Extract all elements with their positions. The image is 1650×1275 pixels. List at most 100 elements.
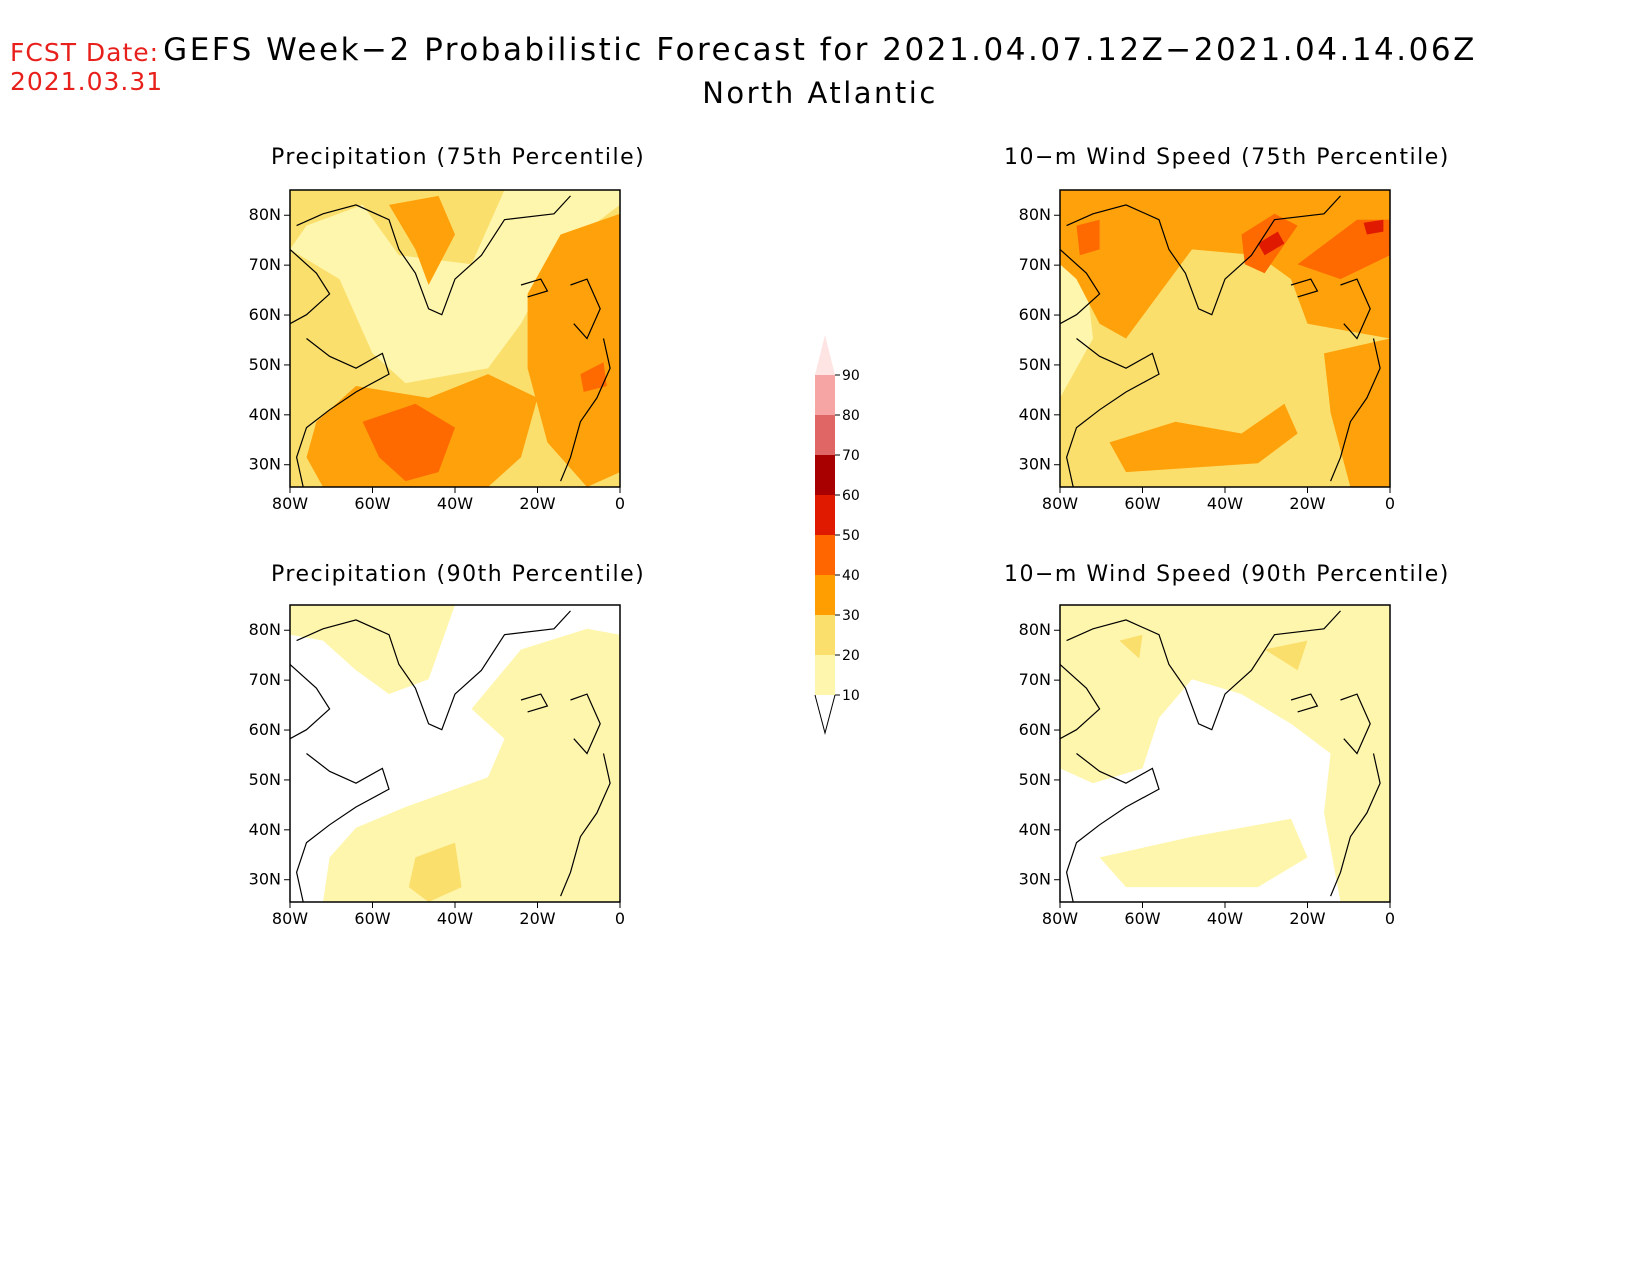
panel-title-precip-90: Precipitation (90th Percentile) [271,562,646,587]
coastline [520,278,549,298]
colorbar-top-arrow [815,335,835,375]
colorbar-label: 70 [842,448,860,464]
fcst-label-text: FCST Date: [10,38,160,67]
coastline [296,195,571,316]
forecast-date-label: FCST Date: 2021.03.31 [10,38,163,96]
colorbar-svg: 90 80 70 60 50 40 30 20 10 [814,335,860,735]
lat-label: 40N [249,405,281,424]
map-svg: 80N 70N 60N 50N 40N 30N 80W 60W 40W 20W 0 [1019,189,1395,513]
coastline [290,248,331,325]
coastline [1066,610,1341,731]
colorbar-segment [815,655,835,695]
lat-label: 80N [249,205,281,224]
colorbar-label: 40 [842,568,860,584]
lat-label: 60N [1019,305,1051,324]
lon-label: 60W [354,909,390,928]
probability-region [1258,231,1285,256]
lon-label: 20W [519,909,555,928]
lon-label: 0 [1385,494,1395,513]
colorbar-label: 20 [842,648,860,664]
map-fields [290,190,620,487]
coastline [1060,663,1101,740]
lat-label: 50N [1019,355,1051,374]
probability-region [1119,634,1143,659]
map-fields [1060,190,1390,487]
probability-region [290,605,455,695]
lat-label: 40N [249,820,281,839]
lon-label: 60W [1124,494,1160,513]
map-fields [1060,605,1390,902]
colorbar-label: 10 [842,688,860,704]
lat-label: 40N [1019,405,1051,424]
probability-region [580,362,607,392]
lon-label: 80W [272,909,308,928]
coastline [1065,338,1160,487]
probability-region [1076,219,1100,256]
colorbar-segment [815,495,835,535]
probability-region [1060,190,1390,339]
coastline [570,278,601,340]
lat-label: 30N [1019,870,1051,889]
lat-label: 80N [1019,205,1051,224]
coastline [1340,278,1371,340]
map-svg: 80N 70N 60N 50N 40N 30N 80W 60W 40W 20W 0 [249,604,625,928]
coastline [1060,248,1101,325]
colorbar-label: 60 [842,488,860,504]
lat-label: 60N [249,305,281,324]
probability-region [1060,605,1390,902]
lat-label: 70N [1019,670,1051,689]
coastline [290,663,331,740]
probability-region [408,842,462,902]
lat-label: 60N [1019,720,1051,739]
lon-label: 0 [615,909,625,928]
lat-label: 30N [249,870,281,889]
lon-label: 20W [1289,909,1325,928]
probability-region [1363,219,1384,235]
coastline [1065,753,1160,902]
probability-region [323,628,620,902]
lon-label: 0 [1385,909,1395,928]
coastline [1290,693,1319,713]
lon-label: 40W [1207,909,1243,928]
lat-label: 60N [249,720,281,739]
lat-label: 30N [1019,455,1051,474]
lon-label: 40W [1207,494,1243,513]
lat-label: 80N [249,620,281,639]
lon-label: 40W [437,909,473,928]
coastline [560,338,611,482]
lon-label: 20W [1289,494,1325,513]
coastline [1330,338,1381,482]
coastline [560,753,611,897]
probability-region [1109,403,1298,473]
probability-region [1264,640,1308,671]
main-title: GEFS Week−2 Probabilistic Forecast for 2… [163,32,1477,68]
coastline [520,693,549,713]
probability-region [1099,818,1308,888]
map-fields [290,605,620,902]
region-subtitle: North Atlantic [702,76,938,110]
color-legend: 90 80 70 60 50 40 30 20 10 [800,335,860,749]
colorbar-segment [815,375,835,415]
map-panel-precip-90: 80N 70N 60N 50N 40N 30N 80W 60W 40W 20W 0 [245,604,640,932]
lat-label: 80N [1019,620,1051,639]
lon-label: 20W [519,494,555,513]
colorbar-segment [815,455,835,495]
coastline [1066,195,1341,316]
coastline [295,338,390,487]
map-panel-wind-75: 80N 70N 60N 50N 40N 30N 80W 60W 40W 20W 0 [1015,189,1410,517]
lat-label: 50N [249,770,281,789]
colorbar-label: 50 [842,528,860,544]
lat-label: 30N [249,455,281,474]
colorbar-label: 80 [842,408,860,424]
panel-title-wind-90: 10−m Wind Speed (90th Percentile) [1004,562,1450,587]
lon-label: 80W [1042,494,1078,513]
colorbar-segment [815,575,835,615]
coastline [1290,278,1319,298]
panel-title-precip-75: Precipitation (75th Percentile) [271,145,646,170]
coastline [570,693,601,755]
map-svg: 80N 70N 60N 50N 40N 30N 80W 60W 40W 20W 0 [249,189,625,513]
map-panel-wind-90: 80N 70N 60N 50N 40N 30N 80W 60W 40W 20W 0 [1015,604,1410,932]
probability-region [527,213,620,487]
coastline [296,610,571,731]
colorbar-segment [815,615,835,655]
